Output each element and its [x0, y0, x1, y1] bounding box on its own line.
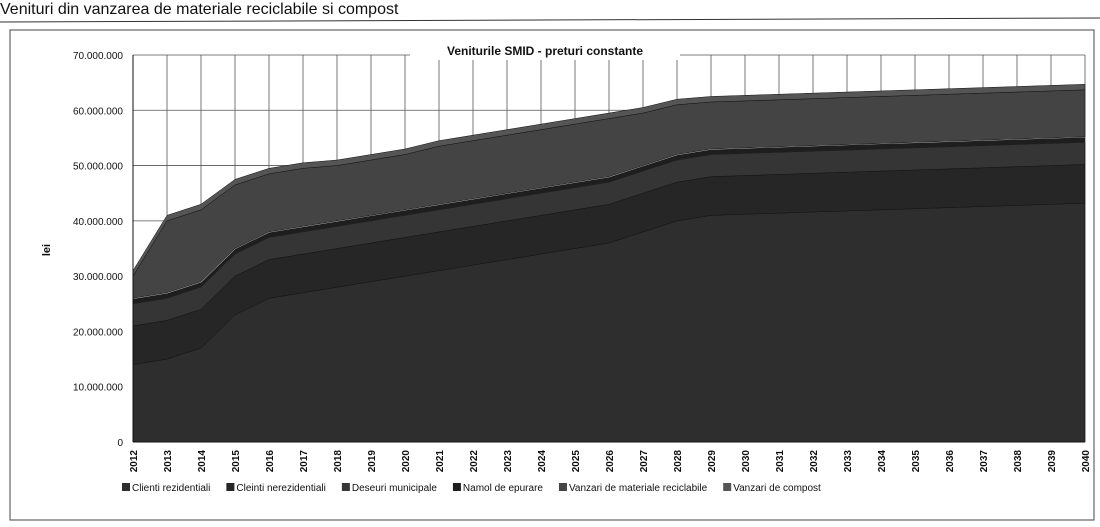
x-tick-label: 2025 [571, 450, 582, 473]
x-tick-label: 2038 [1013, 450, 1024, 473]
x-tick-label: 2019 [367, 450, 378, 473]
x-tick-label: 2022 [469, 450, 480, 473]
rule [0, 17, 1100, 23]
x-tick-label: 2023 [503, 450, 514, 473]
y-tick-label: 40.000.000 [73, 217, 123, 228]
y-tick-label: 10.000.000 [73, 383, 123, 394]
x-tick-label: 2029 [707, 450, 718, 473]
x-tick-label: 2021 [435, 450, 446, 473]
x-tick-label: 2012 [129, 450, 140, 473]
legend-label: Vanzari de materiale reciclabile [569, 483, 708, 494]
x-tick-label: 2013 [163, 450, 174, 473]
x-tick-label: 2032 [809, 450, 820, 473]
legend-label: Deseuri municipale [352, 483, 437, 494]
x-tick-label: 2015 [231, 450, 242, 473]
x-tick-label: 2040 [1081, 450, 1092, 473]
x-tick-label: 2036 [945, 450, 956, 473]
legend-label: Vanzari de compost [733, 483, 821, 494]
x-tick-label: 2028 [673, 450, 684, 473]
x-tick-label: 2037 [979, 450, 990, 473]
legend-swatch [341, 483, 350, 491]
page-title: Venituri din vanzarea de materiale recic… [0, 1, 399, 18]
x-tick-label: 2039 [1047, 450, 1058, 473]
legend-label: Cleinti nerezidentiali [236, 483, 326, 494]
y-tick-label: 60.000.000 [73, 106, 123, 117]
legend-label: Namol de epurare [463, 483, 543, 494]
legend-swatch [226, 483, 235, 491]
x-tick-label: 2018 [333, 450, 344, 473]
x-tick-label: 2014 [197, 450, 208, 473]
x-tick-label: 2033 [843, 450, 854, 473]
x-tick-label: 2035 [911, 450, 922, 473]
area [132, 84, 1086, 278]
title-bg [410, 40, 680, 60]
legend-swatch [723, 483, 732, 491]
y-tick-label: 70.000.000 [73, 51, 123, 62]
x-tick-label: 2024 [537, 450, 548, 473]
x-tick-label: 2030 [741, 450, 752, 473]
y-tick-label: 30.000.000 [73, 272, 123, 283]
legend-swatch [122, 483, 130, 491]
x-tick-label: 2017 [299, 450, 310, 473]
x-tick-label: 2031 [775, 450, 786, 473]
y-axis-label: lei [41, 244, 53, 256]
y-tick-label: 20.000.000 [73, 327, 123, 338]
x-tick-label: 2026 [605, 450, 616, 473]
x-tick-label: 2016 [265, 450, 276, 473]
x-tick-label: 2020 [401, 450, 412, 473]
legend-swatch [558, 483, 567, 491]
chart-title: Veniturile SMID - preturi constante [447, 44, 643, 58]
legend-label: Clienti rezidentiali [132, 483, 210, 494]
legend-swatch [452, 483, 461, 491]
x-tick-label: 2034 [877, 450, 888, 473]
y-tick-label: 50.000.000 [73, 162, 123, 173]
chart-frame [9, 29, 1095, 521]
y-tick-label: 0 [117, 438, 123, 449]
x-tick-label: 2027 [639, 450, 650, 473]
